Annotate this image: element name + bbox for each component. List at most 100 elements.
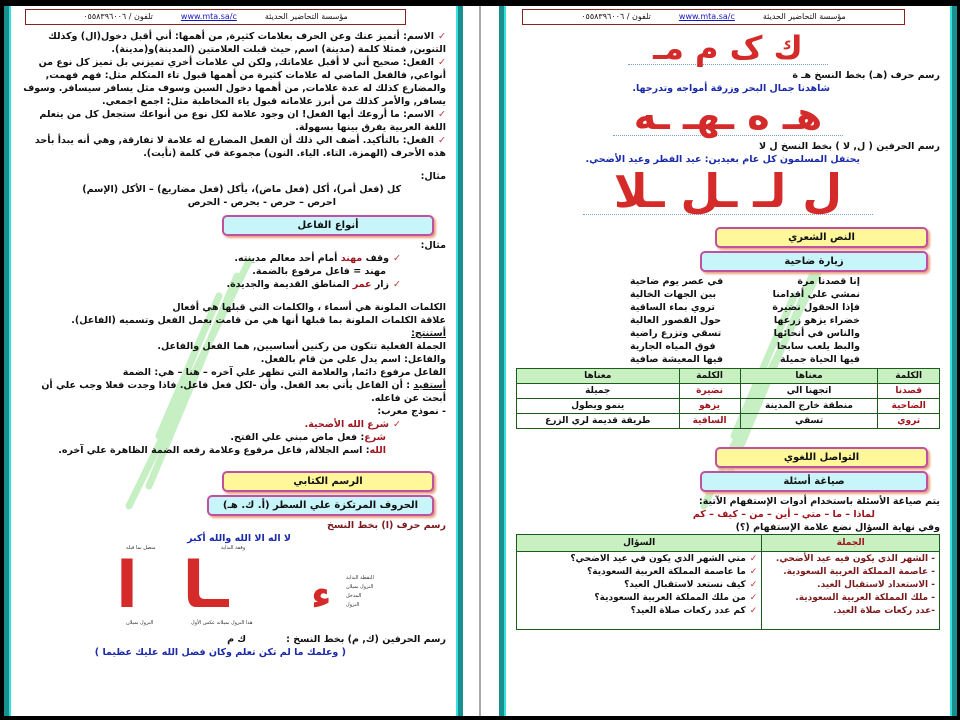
para: ✓الفعل: صحيح أني لا أقبل علاماتك, ولكن ل… — [23, 57, 446, 107]
page-header: مؤسسة التحاضير الحديثة www.mta.sa/c تلفو… — [522, 9, 905, 25]
question-text: كيف نستعد لاستقبال العيد؟ — [624, 580, 746, 591]
column-header: الجملة — [761, 533, 940, 553]
check-icon: ✓ — [749, 606, 758, 617]
note: المدخل — [346, 593, 362, 599]
poem-line: إنا قصدنا مرة في عصر يوم ضاحية — [630, 275, 860, 288]
section-title: الرسم الكتابي — [222, 471, 434, 492]
poem-line: والناس في أنحائها تسقي وتزرع راضية — [630, 327, 860, 340]
table-cell: اتجهنا الي — [739, 383, 879, 399]
phone: تلفون / ٠٥٥٨٣٩٦٠٠٦ — [83, 12, 153, 21]
table-row: تروي تسقي الساقية طريقة قديمة لري الزرع — [516, 413, 940, 429]
left-content: ✓الاسم: أتميز عنك وعن الحرف بعلامات كثير… — [21, 30, 446, 659]
table-cell: جميلة — [516, 383, 680, 399]
question-item: ✓متي الشهر الذي يكون في عيد الاضحي؟ — [521, 553, 757, 566]
explanation: مهند = فاعل مرفوع بالضمة. — [252, 266, 386, 277]
para: ✓الفعل: بالتأكيد. أضف الي ذلك أن الفعل ا… — [34, 135, 446, 159]
column-header: السؤال — [515, 533, 763, 553]
table-cell: طريقة قديمة لري الزرع — [516, 413, 680, 429]
note: متصل بما قبله — [126, 545, 156, 551]
note: وقفة البداية — [221, 545, 246, 551]
benefit: أستفيد : أن الفاعل يأتي بعد الفعل. وأن -… — [41, 380, 446, 404]
section-title: التواصل اللغوي — [715, 447, 928, 468]
km-line: رسم الحرفين (ك, م) بخط النسخ : ك م — [21, 633, 446, 646]
question-item: ✓من ملك المملكة العربية السعودية؟ — [521, 592, 757, 605]
la-drawing: ل لـ ـل ـلا — [583, 168, 873, 215]
sentence-item: - الشهر الذي يكون فيه عيد الأضحي. — [775, 554, 935, 565]
questions-cell: ✓متي الشهر الذي يكون في عيد الاضحي؟ ✓ما ع… — [515, 551, 763, 630]
table-row: قصدنا اتجهنا الي نضيرة جميلة — [516, 383, 940, 399]
poem-line: خضراء يزهو زرعها حول القصور العالية — [630, 314, 860, 327]
la-sentence: يحتفل المسلمون كل عام بعيدين: عيد الفطر … — [585, 154, 861, 165]
table-cell: تسقي — [739, 413, 879, 429]
para: ✓الاسم: أتميز عنك وعن الحرف بعلامات كثير… — [48, 31, 446, 55]
ha-sentence: شاهدنا جمال البحر وزرقة أمواجه وتدرجها. — [632, 83, 830, 94]
check-icon: ✓ — [749, 567, 758, 578]
sentence-item: -عدد ركعات صلاة العيد. — [833, 606, 935, 617]
text-line: الجملة الفعلية تتكون من ركنين أساسيين, ه… — [157, 341, 446, 352]
question-item: ✓كم عدد ركعات صلاة العيد؟ — [521, 605, 758, 618]
right-content: ك ک م مـ رسم حرف (هـ) بخط النسخ هـ ة شاه… — [515, 30, 940, 630]
poem-line: فيها الحياة جميلة فيها المعيشة صافية — [630, 353, 860, 366]
hemistich: في عصر يوم ضاحية — [630, 276, 724, 287]
website-link[interactable]: www.mta.sa/c — [180, 12, 237, 21]
note: النزول — [346, 602, 360, 608]
website-link[interactable]: www.mta.sa/c — [678, 12, 735, 21]
hemistich: فيها المعيشة صافية — [630, 354, 724, 365]
question-text: ما عاصمة المملكة العربية السعودية؟ — [587, 567, 746, 578]
header-row: الكلمة معناها الكلمة معناها — [516, 368, 940, 384]
text-line: الكلمات الملونة هي أسماء ، والكلمات التي… — [172, 302, 446, 313]
question-text: من ملك المملكة العربية السعودية؟ — [594, 593, 746, 604]
sentences-cell: - الشهر الذي يكون فيه عيد الأضحي. - عاصمة… — [761, 551, 940, 630]
hamza-drawing: ء — [311, 572, 332, 618]
question-item: ✓كيف نستعد لاستقبال العيد؟ — [521, 579, 757, 592]
section-title: صياغة أسئلة — [700, 471, 928, 492]
table-cell: منطقة خارج المدينة — [739, 398, 879, 414]
spacer — [516, 429, 940, 447]
conclude-label: أستنتج: — [411, 328, 446, 339]
poem-line: والبط يلعب سابحا فوق المياه الجارية — [630, 340, 860, 353]
table-cell: الضاحية — [877, 398, 940, 414]
hemistich: والناس في أنحائها — [773, 328, 860, 339]
ha-drawing: هـ ه ـهـ ـه — [613, 97, 843, 136]
model-sentence: ✓شرع الله الأضحية. — [304, 419, 401, 430]
table-row: الضاحية منطقة خارج المدينة يزهو ينمو ويطول — [516, 398, 940, 414]
table-cell: نضيرة — [678, 383, 741, 399]
column-header: معناها — [516, 368, 680, 384]
section-title: زيارة ضاحية — [700, 251, 928, 272]
alif-sentence: لا اله الا الله والله أكبر — [187, 533, 291, 544]
hemistich: والبط يلعب سابحا — [776, 341, 860, 352]
questions-intro: يتم صياغة الأسئلة باستخدام أدوات الإستفه… — [698, 496, 940, 507]
km-drawing: ك ک م مـ — [628, 32, 828, 65]
poem-line: نمشي علي أقدامنا بين الجهات الخالية — [630, 288, 860, 301]
column-header: الكلمة — [678, 368, 741, 384]
question-item: ✓ما عاصمة المملكة العربية السعودية؟ — [521, 566, 757, 579]
question-tools: لماذا – ما – متي – أين – من – كيف – كم — [692, 509, 875, 520]
phone: تلفون / ٠٥٥٨٣٩٦٠٠٦ — [581, 12, 651, 21]
question-text: كم عدد ركعات صلاة العيد؟ — [630, 606, 746, 617]
table-cell: قصدنا — [877, 383, 940, 399]
table-cell: ينمو ويطول — [516, 398, 680, 414]
text-line: والفاعل: اسم يدل علي من قام بالفعل. — [260, 354, 446, 365]
example-label: مثال: — [420, 171, 446, 182]
questions-end: وفي نهاية السؤال نضع علامة الإستفهام (؟) — [735, 522, 940, 533]
hemistich: بين الجهات الخالية — [630, 289, 717, 300]
sentence-item: - الاستعداد لاستقبال العيد. — [817, 580, 935, 591]
alif-hamza-drawing: ـا ا ء متصل بما قبله وقفة البداية النزول… — [21, 545, 446, 633]
section-title: أنواع الفاعل — [222, 215, 434, 236]
column-header: معناها — [739, 368, 879, 384]
poem-line: فإذا الحقول نضيرة تروي بماء الساقية — [630, 301, 860, 314]
hemistich: حول القصور العالية — [630, 315, 722, 326]
question-text: متي الشهر الذي يكون في عيد الاضحي؟ — [570, 554, 746, 565]
alif-drawing: ـا ا — [116, 549, 229, 623]
column-header: الكلمة — [877, 368, 940, 384]
model-label: - نموذج معرب: — [377, 406, 446, 417]
vocabulary-table: الكلمة معناها الكلمة معناها قصدنا اتجهنا الي… — [516, 368, 940, 429]
km-letters: ك م — [227, 634, 247, 645]
hemistich: فإذا الحقول نضيرة — [772, 302, 860, 313]
table-cell: يزهو — [678, 398, 741, 414]
sentence-item: - ملك المملكة العربية السعودية. — [795, 593, 935, 604]
km-label: رسم الحرفين (ك, م) بخط النسخ : — [286, 634, 446, 645]
parse-line: شرع: فعل ماض مبني علي الفتح. — [230, 432, 386, 443]
section-title: الحروف المرتكزة علي السطر (أ. ك. هـ) — [207, 495, 434, 516]
alif-label: رسم حرف (ا) بخط النسخ — [326, 520, 446, 531]
